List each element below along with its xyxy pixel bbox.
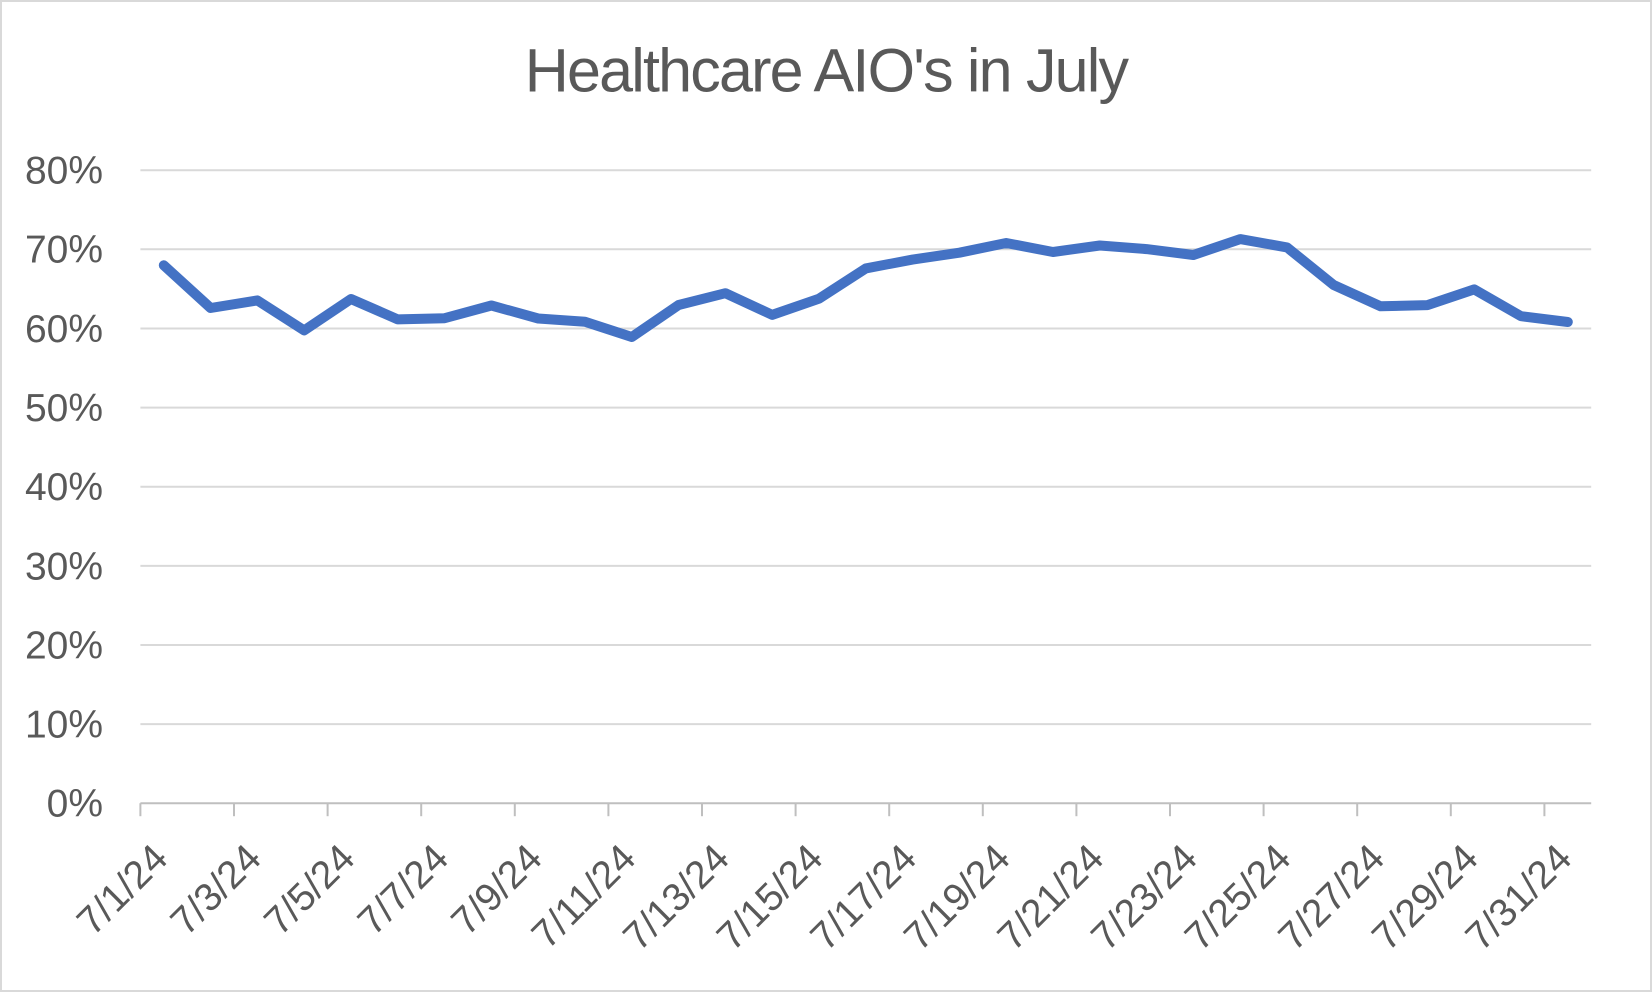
svg-text:Healthcare AIO's in July: Healthcare AIO's in July — [525, 37, 1130, 105]
svg-text:50%: 50% — [25, 387, 103, 430]
svg-text:20%: 20% — [25, 624, 103, 667]
svg-text:60%: 60% — [25, 308, 103, 351]
svg-text:40%: 40% — [25, 466, 103, 509]
svg-text:0%: 0% — [47, 783, 103, 826]
svg-text:10%: 10% — [25, 704, 103, 747]
svg-text:30%: 30% — [25, 545, 103, 588]
svg-text:80%: 80% — [25, 150, 103, 193]
svg-text:70%: 70% — [25, 229, 103, 272]
